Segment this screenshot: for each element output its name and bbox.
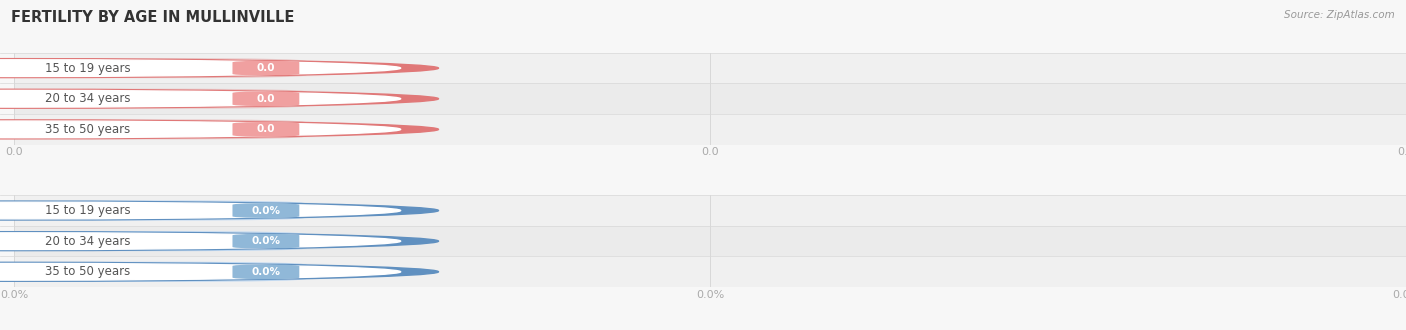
Text: 0.0%: 0.0% bbox=[252, 236, 280, 246]
Circle shape bbox=[0, 263, 401, 280]
FancyBboxPatch shape bbox=[7, 120, 307, 139]
FancyBboxPatch shape bbox=[7, 59, 307, 78]
Circle shape bbox=[0, 233, 401, 249]
Text: 0.0: 0.0 bbox=[257, 94, 276, 104]
Circle shape bbox=[0, 59, 439, 78]
Text: Source: ZipAtlas.com: Source: ZipAtlas.com bbox=[1284, 10, 1395, 20]
Circle shape bbox=[0, 232, 439, 251]
Text: 0.0: 0.0 bbox=[257, 63, 276, 73]
Circle shape bbox=[0, 262, 439, 281]
FancyBboxPatch shape bbox=[14, 256, 1406, 287]
FancyBboxPatch shape bbox=[7, 262, 307, 281]
FancyBboxPatch shape bbox=[14, 114, 1406, 145]
FancyBboxPatch shape bbox=[7, 232, 307, 251]
Text: 20 to 34 years: 20 to 34 years bbox=[45, 92, 129, 105]
Circle shape bbox=[0, 60, 401, 77]
Text: 20 to 34 years: 20 to 34 years bbox=[45, 235, 129, 248]
Text: 35 to 50 years: 35 to 50 years bbox=[45, 265, 129, 278]
Circle shape bbox=[0, 120, 439, 139]
FancyBboxPatch shape bbox=[202, 91, 330, 107]
Text: 0.0: 0.0 bbox=[257, 124, 276, 134]
Circle shape bbox=[0, 201, 439, 220]
Circle shape bbox=[0, 202, 401, 219]
Circle shape bbox=[0, 90, 401, 107]
FancyBboxPatch shape bbox=[14, 226, 1406, 256]
FancyBboxPatch shape bbox=[202, 60, 330, 76]
Text: 15 to 19 years: 15 to 19 years bbox=[45, 204, 131, 217]
FancyBboxPatch shape bbox=[202, 121, 330, 137]
FancyBboxPatch shape bbox=[7, 89, 307, 108]
FancyBboxPatch shape bbox=[202, 203, 330, 218]
Circle shape bbox=[0, 89, 439, 108]
FancyBboxPatch shape bbox=[14, 53, 1406, 83]
Text: 0.0%: 0.0% bbox=[252, 267, 280, 277]
FancyBboxPatch shape bbox=[202, 264, 330, 280]
Circle shape bbox=[0, 121, 401, 138]
Text: 35 to 50 years: 35 to 50 years bbox=[45, 123, 129, 136]
FancyBboxPatch shape bbox=[14, 195, 1406, 226]
Text: FERTILITY BY AGE IN MULLINVILLE: FERTILITY BY AGE IN MULLINVILLE bbox=[11, 10, 295, 25]
FancyBboxPatch shape bbox=[202, 233, 330, 249]
FancyBboxPatch shape bbox=[7, 201, 307, 220]
FancyBboxPatch shape bbox=[14, 83, 1406, 114]
Text: 15 to 19 years: 15 to 19 years bbox=[45, 62, 131, 75]
Text: 0.0%: 0.0% bbox=[252, 206, 280, 215]
